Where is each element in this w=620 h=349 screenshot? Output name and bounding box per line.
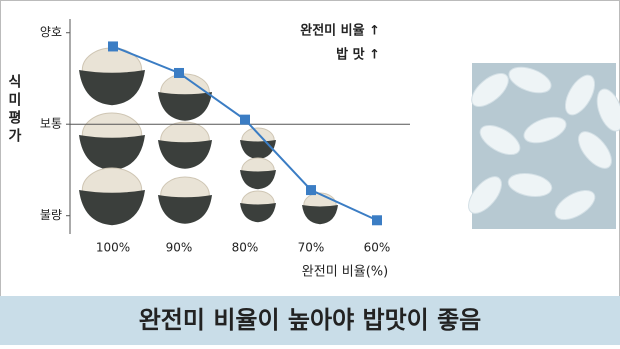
decoration xyxy=(79,47,338,226)
x-axis-label: 완전미 비율(%) xyxy=(302,265,388,280)
x-tick-label: 90% xyxy=(166,241,193,255)
y-tick-label: 보통 xyxy=(40,117,62,131)
annotation: 밥 맛 ↑ xyxy=(336,47,380,63)
y-axis-label: 식미평가 xyxy=(6,74,22,146)
bowl xyxy=(302,205,338,225)
marker xyxy=(108,41,118,52)
caption: 완전미 비율이 높아야 밥맛이 좋음 xyxy=(139,306,482,334)
rice-grain xyxy=(564,74,596,116)
bowl xyxy=(240,170,276,190)
caption-band xyxy=(0,296,620,345)
marker xyxy=(174,67,184,78)
bowl xyxy=(158,92,212,121)
bowl xyxy=(79,190,145,226)
bowl xyxy=(158,140,212,169)
rice-grain xyxy=(523,116,567,144)
annotation: 완전미 비율 ↑ xyxy=(300,23,380,39)
y-tick-label: 불량 xyxy=(40,208,62,222)
rice-grain xyxy=(507,173,553,197)
x-tick-label: 70% xyxy=(298,241,325,255)
bowl xyxy=(158,195,212,224)
bowl xyxy=(240,140,276,160)
rice-grain xyxy=(479,124,521,156)
rice-grain xyxy=(578,131,612,169)
rice-grain xyxy=(596,88,620,132)
y-tick-label: 양호 xyxy=(40,25,62,39)
bowl xyxy=(79,70,145,106)
rice-grain xyxy=(471,73,509,107)
rice-photo xyxy=(468,63,620,229)
x-tick-label: 100% xyxy=(96,241,130,255)
bowl xyxy=(240,203,276,223)
rice-grain xyxy=(554,189,596,221)
x-tick-label: 60% xyxy=(364,241,391,255)
marker xyxy=(240,114,250,125)
rice-grain xyxy=(468,176,502,214)
marker xyxy=(306,185,316,196)
marker xyxy=(372,215,382,226)
x-tick-label: 80% xyxy=(232,241,259,255)
rice-grain xyxy=(508,66,552,94)
bowl xyxy=(79,135,145,171)
